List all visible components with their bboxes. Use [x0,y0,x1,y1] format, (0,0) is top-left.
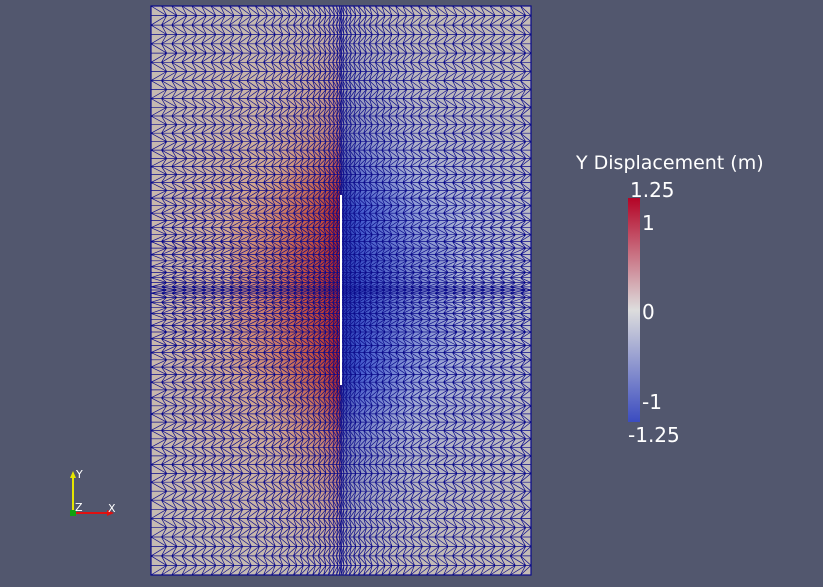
y-axis-arrow [70,471,76,478]
mesh-boundary [150,5,532,576]
y-axis-label: Y [75,468,83,481]
x-axis-arrow [107,510,114,516]
colorbar-tick-max: 1.25 [630,178,675,202]
colorbar-tick-min: -1.25 [628,423,680,447]
z-axis-label: Z [75,501,83,514]
z-axis-marker [70,510,76,516]
colorbar-gradient [628,198,640,422]
colorbar-title: Y Displacement (m) [576,152,764,174]
colorbar-tick-pos1: 1 [642,211,655,235]
axes-orientation-icon: Y Z X [70,468,116,516]
x-axis-label: X [108,502,116,515]
colorbar-tick-zero: 0 [642,300,655,324]
colorbar-tick-neg1: -1 [642,390,662,414]
